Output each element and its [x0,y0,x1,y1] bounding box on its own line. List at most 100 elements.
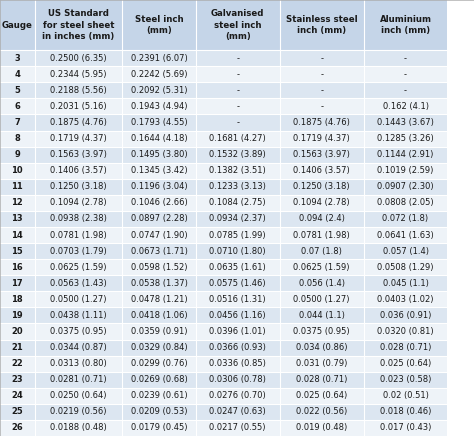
Bar [35,163,122,179]
Bar [122,371,196,388]
Text: 0.0938 (2.38): 0.0938 (2.38) [50,215,107,224]
Bar [0,275,35,291]
Bar [280,50,364,66]
Bar [122,195,196,211]
Bar [196,307,280,324]
Text: 15: 15 [11,247,23,255]
Bar [35,420,122,436]
Bar [0,195,35,211]
Text: 0.0508 (1.29): 0.0508 (1.29) [377,262,434,272]
Text: -: - [236,118,239,127]
Bar [196,99,280,114]
Bar [364,50,447,66]
Text: 14: 14 [11,231,23,239]
Text: 23: 23 [11,375,23,384]
Text: 19: 19 [11,311,23,320]
Bar [280,371,364,388]
Bar [196,243,280,259]
Bar [35,275,122,291]
Bar [364,0,447,50]
Text: 0.0299 (0.76): 0.0299 (0.76) [131,359,187,368]
Bar [0,388,35,404]
Text: 0.1563 (3.97): 0.1563 (3.97) [50,150,107,159]
Bar [364,259,447,275]
Text: 0.0276 (0.70): 0.0276 (0.70) [210,391,266,400]
Text: 0.0313 (0.80): 0.0313 (0.80) [50,359,107,368]
Bar [196,324,280,340]
Text: 0.0269 (0.68): 0.0269 (0.68) [131,375,187,384]
Bar [122,179,196,195]
Text: 4: 4 [14,70,20,79]
Text: 17: 17 [11,279,23,288]
Text: 10: 10 [11,166,23,175]
Bar [196,211,280,227]
Text: 0.0366 (0.93): 0.0366 (0.93) [210,343,266,352]
Bar [0,146,35,163]
Text: -: - [236,102,239,111]
Bar [35,291,122,307]
Text: Gauge: Gauge [2,20,33,30]
Text: 0.0747 (1.90): 0.0747 (1.90) [131,231,187,239]
Text: 0.017 (0.43): 0.017 (0.43) [380,423,431,433]
Text: 0.0239 (0.61): 0.0239 (0.61) [131,391,187,400]
Bar [196,195,280,211]
Bar [122,50,196,66]
Text: 0.0306 (0.78): 0.0306 (0.78) [210,375,266,384]
Bar [35,130,122,146]
Bar [196,388,280,404]
Bar [280,0,364,50]
Bar [364,227,447,243]
Bar [196,163,280,179]
Bar [122,307,196,324]
Text: 0.044 (1.1): 0.044 (1.1) [299,311,345,320]
Text: 0.0438 (1.11): 0.0438 (1.11) [50,311,107,320]
Text: 16: 16 [11,262,23,272]
Bar [280,404,364,420]
Bar [196,275,280,291]
Text: 0.2242 (5.69): 0.2242 (5.69) [131,70,187,79]
Text: 22: 22 [11,359,23,368]
Text: 0.0563 (1.43): 0.0563 (1.43) [50,279,107,288]
Bar [364,356,447,371]
Text: 0.1285 (3.26): 0.1285 (3.26) [377,134,434,143]
Bar [35,324,122,340]
Text: 0.0329 (0.84): 0.0329 (0.84) [131,343,187,352]
Bar [196,404,280,420]
Text: 0.028 (0.71): 0.028 (0.71) [380,343,431,352]
Text: 0.0500 (1.27): 0.0500 (1.27) [293,295,350,304]
Text: 0.0375 (0.95): 0.0375 (0.95) [50,327,107,336]
Text: 0.0673 (1.71): 0.0673 (1.71) [131,247,187,255]
Bar [364,371,447,388]
Text: 0.1793 (4.55): 0.1793 (4.55) [131,118,187,127]
Bar [364,275,447,291]
Text: 0.0188 (0.48): 0.0188 (0.48) [50,423,107,433]
Bar [35,307,122,324]
Text: 0.072 (1.8): 0.072 (1.8) [383,215,428,224]
Text: 5: 5 [14,86,20,95]
Text: 0.0781 (1.98): 0.0781 (1.98) [50,231,107,239]
Bar [0,420,35,436]
Bar [280,340,364,356]
Bar [364,324,447,340]
Bar [122,130,196,146]
Text: 0.045 (1.1): 0.045 (1.1) [383,279,428,288]
Bar [35,99,122,114]
Bar [0,371,35,388]
Bar [364,163,447,179]
Bar [0,307,35,324]
Text: 0.1250 (3.18): 0.1250 (3.18) [293,182,350,191]
Text: 0.1382 (3.51): 0.1382 (3.51) [210,166,266,175]
Text: 12: 12 [11,198,23,208]
Text: 0.025 (0.64): 0.025 (0.64) [296,391,347,400]
Bar [0,114,35,130]
Bar [280,324,364,340]
Text: 0.0598 (1.52): 0.0598 (1.52) [131,262,187,272]
Bar [0,82,35,99]
Text: 0.0781 (1.98): 0.0781 (1.98) [293,231,350,239]
Text: 0.1345 (3.42): 0.1345 (3.42) [131,166,187,175]
Text: 0.0336 (0.85): 0.0336 (0.85) [210,359,266,368]
Text: 0.0897 (2.28): 0.0897 (2.28) [131,215,187,224]
Text: 0.1563 (3.97): 0.1563 (3.97) [293,150,350,159]
Bar [35,82,122,99]
Bar [35,114,122,130]
